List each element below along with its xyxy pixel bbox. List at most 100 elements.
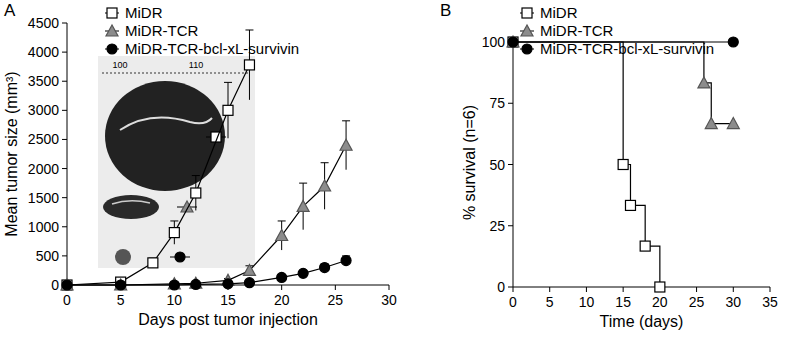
marker	[508, 37, 518, 47]
error-bar	[149, 258, 157, 267]
marker	[522, 44, 532, 54]
y-tick-label: 75	[489, 95, 505, 111]
error-bar	[192, 176, 200, 211]
marker	[320, 263, 330, 273]
x-tick	[513, 287, 514, 292]
y-tick-label: 3000	[28, 102, 59, 118]
marker	[297, 200, 309, 211]
y-tick-label: 2500	[28, 131, 59, 147]
marker	[244, 60, 254, 70]
x-tick-label: 0	[63, 292, 71, 308]
error-bar	[170, 221, 178, 244]
marker	[61, 279, 73, 290]
x-axis-title: Days post tumor injection	[138, 311, 318, 328]
tumor-large	[105, 81, 225, 191]
y-tick-label: 25	[489, 218, 505, 234]
x-tick-label: 30	[381, 292, 397, 308]
marker	[618, 160, 628, 170]
tumor-small	[115, 249, 131, 265]
x-tick-label: 15	[220, 292, 236, 308]
x-tick-label: 0	[509, 294, 517, 310]
y-tick	[508, 164, 513, 165]
x-tick-label: 5	[117, 292, 125, 308]
x-tick	[586, 287, 587, 292]
marker	[521, 25, 533, 36]
figure: A051015202530050010001500200025003000350…	[0, 0, 800, 341]
y-tick	[508, 103, 513, 104]
series-line	[67, 65, 249, 285]
y-tick-label: 3500	[28, 73, 59, 89]
marker	[244, 278, 254, 288]
y-tick	[508, 225, 513, 226]
legend-label: MiDR-TCR-bcl-xL-survivin	[540, 40, 714, 57]
marker	[698, 77, 710, 88]
ruler-label: 110	[189, 60, 203, 70]
y-tick-label: 500	[36, 248, 60, 264]
x-tick-label: 20	[274, 292, 290, 308]
marker	[169, 280, 179, 290]
x-tick-label: 25	[328, 292, 344, 308]
ruler-label: 100	[112, 60, 127, 70]
marker	[191, 188, 201, 198]
legend-label: MiDR	[540, 4, 578, 21]
plot-area	[61, 30, 352, 290]
legend-label: MiDR	[125, 4, 163, 21]
marker	[341, 256, 351, 266]
y-tick-label: 4500	[28, 15, 59, 31]
panel: A051015202530050010001500200025003000350…	[3, 1, 397, 328]
x-tick	[281, 285, 282, 290]
y-tick-label: 0	[51, 277, 59, 293]
ruler	[102, 73, 250, 74]
marker	[148, 258, 158, 268]
y-tick-label: 50	[489, 157, 505, 173]
y-tick	[62, 168, 67, 169]
tumor-highlight	[120, 118, 212, 131]
y-axis-title: Mean tumor size (mm³)	[3, 71, 20, 236]
y-tick-label: 100	[482, 34, 506, 50]
marker	[62, 280, 72, 290]
y-tick-label: 0	[497, 279, 505, 295]
legend-label: MiDR-TCR-bcl-xL-survivin	[125, 40, 299, 57]
y-tick	[62, 52, 67, 53]
marker	[640, 241, 650, 251]
marker	[107, 8, 117, 18]
marker	[625, 200, 635, 210]
marker	[106, 25, 118, 36]
marker	[116, 280, 126, 290]
x-tick	[389, 285, 390, 290]
y-axis	[67, 23, 68, 285]
legend-label: MiDR-TCR	[540, 22, 613, 39]
x-tick	[733, 287, 734, 292]
marker	[507, 36, 519, 47]
inset-photo: 100 110	[98, 56, 255, 268]
panel-label: A	[4, 1, 16, 20]
legend-label: MiDR-TCR	[125, 22, 198, 39]
marker	[277, 272, 287, 282]
x-axis	[513, 287, 770, 288]
marker	[115, 279, 127, 290]
x-tick	[770, 287, 771, 292]
marker	[728, 37, 738, 47]
y-tick	[62, 139, 67, 140]
marker	[522, 8, 532, 18]
panel: B051015202530350255075100Time (days)% su…	[440, 1, 778, 330]
tumor-medium	[103, 195, 159, 219]
x-tick-label: 5	[546, 294, 554, 310]
step-line	[513, 42, 660, 287]
x-tick-label: 20	[652, 294, 668, 310]
marker	[169, 228, 179, 238]
x-tick-label: 30	[725, 294, 741, 310]
inset-background	[98, 56, 255, 268]
marker	[508, 37, 518, 47]
marker	[655, 282, 665, 292]
marker	[243, 264, 255, 275]
plot-area	[507, 36, 739, 292]
x-tick-label: 10	[579, 294, 595, 310]
marker	[727, 118, 739, 129]
x-tick-label: 25	[689, 294, 705, 310]
legend: MiDRMiDR-TCRMiDR-TCR-bcl-xL-survivin	[105, 4, 299, 57]
x-tick	[623, 287, 624, 292]
error-bar	[224, 82, 232, 138]
y-tick	[62, 197, 67, 198]
error-bar	[342, 256, 350, 265]
